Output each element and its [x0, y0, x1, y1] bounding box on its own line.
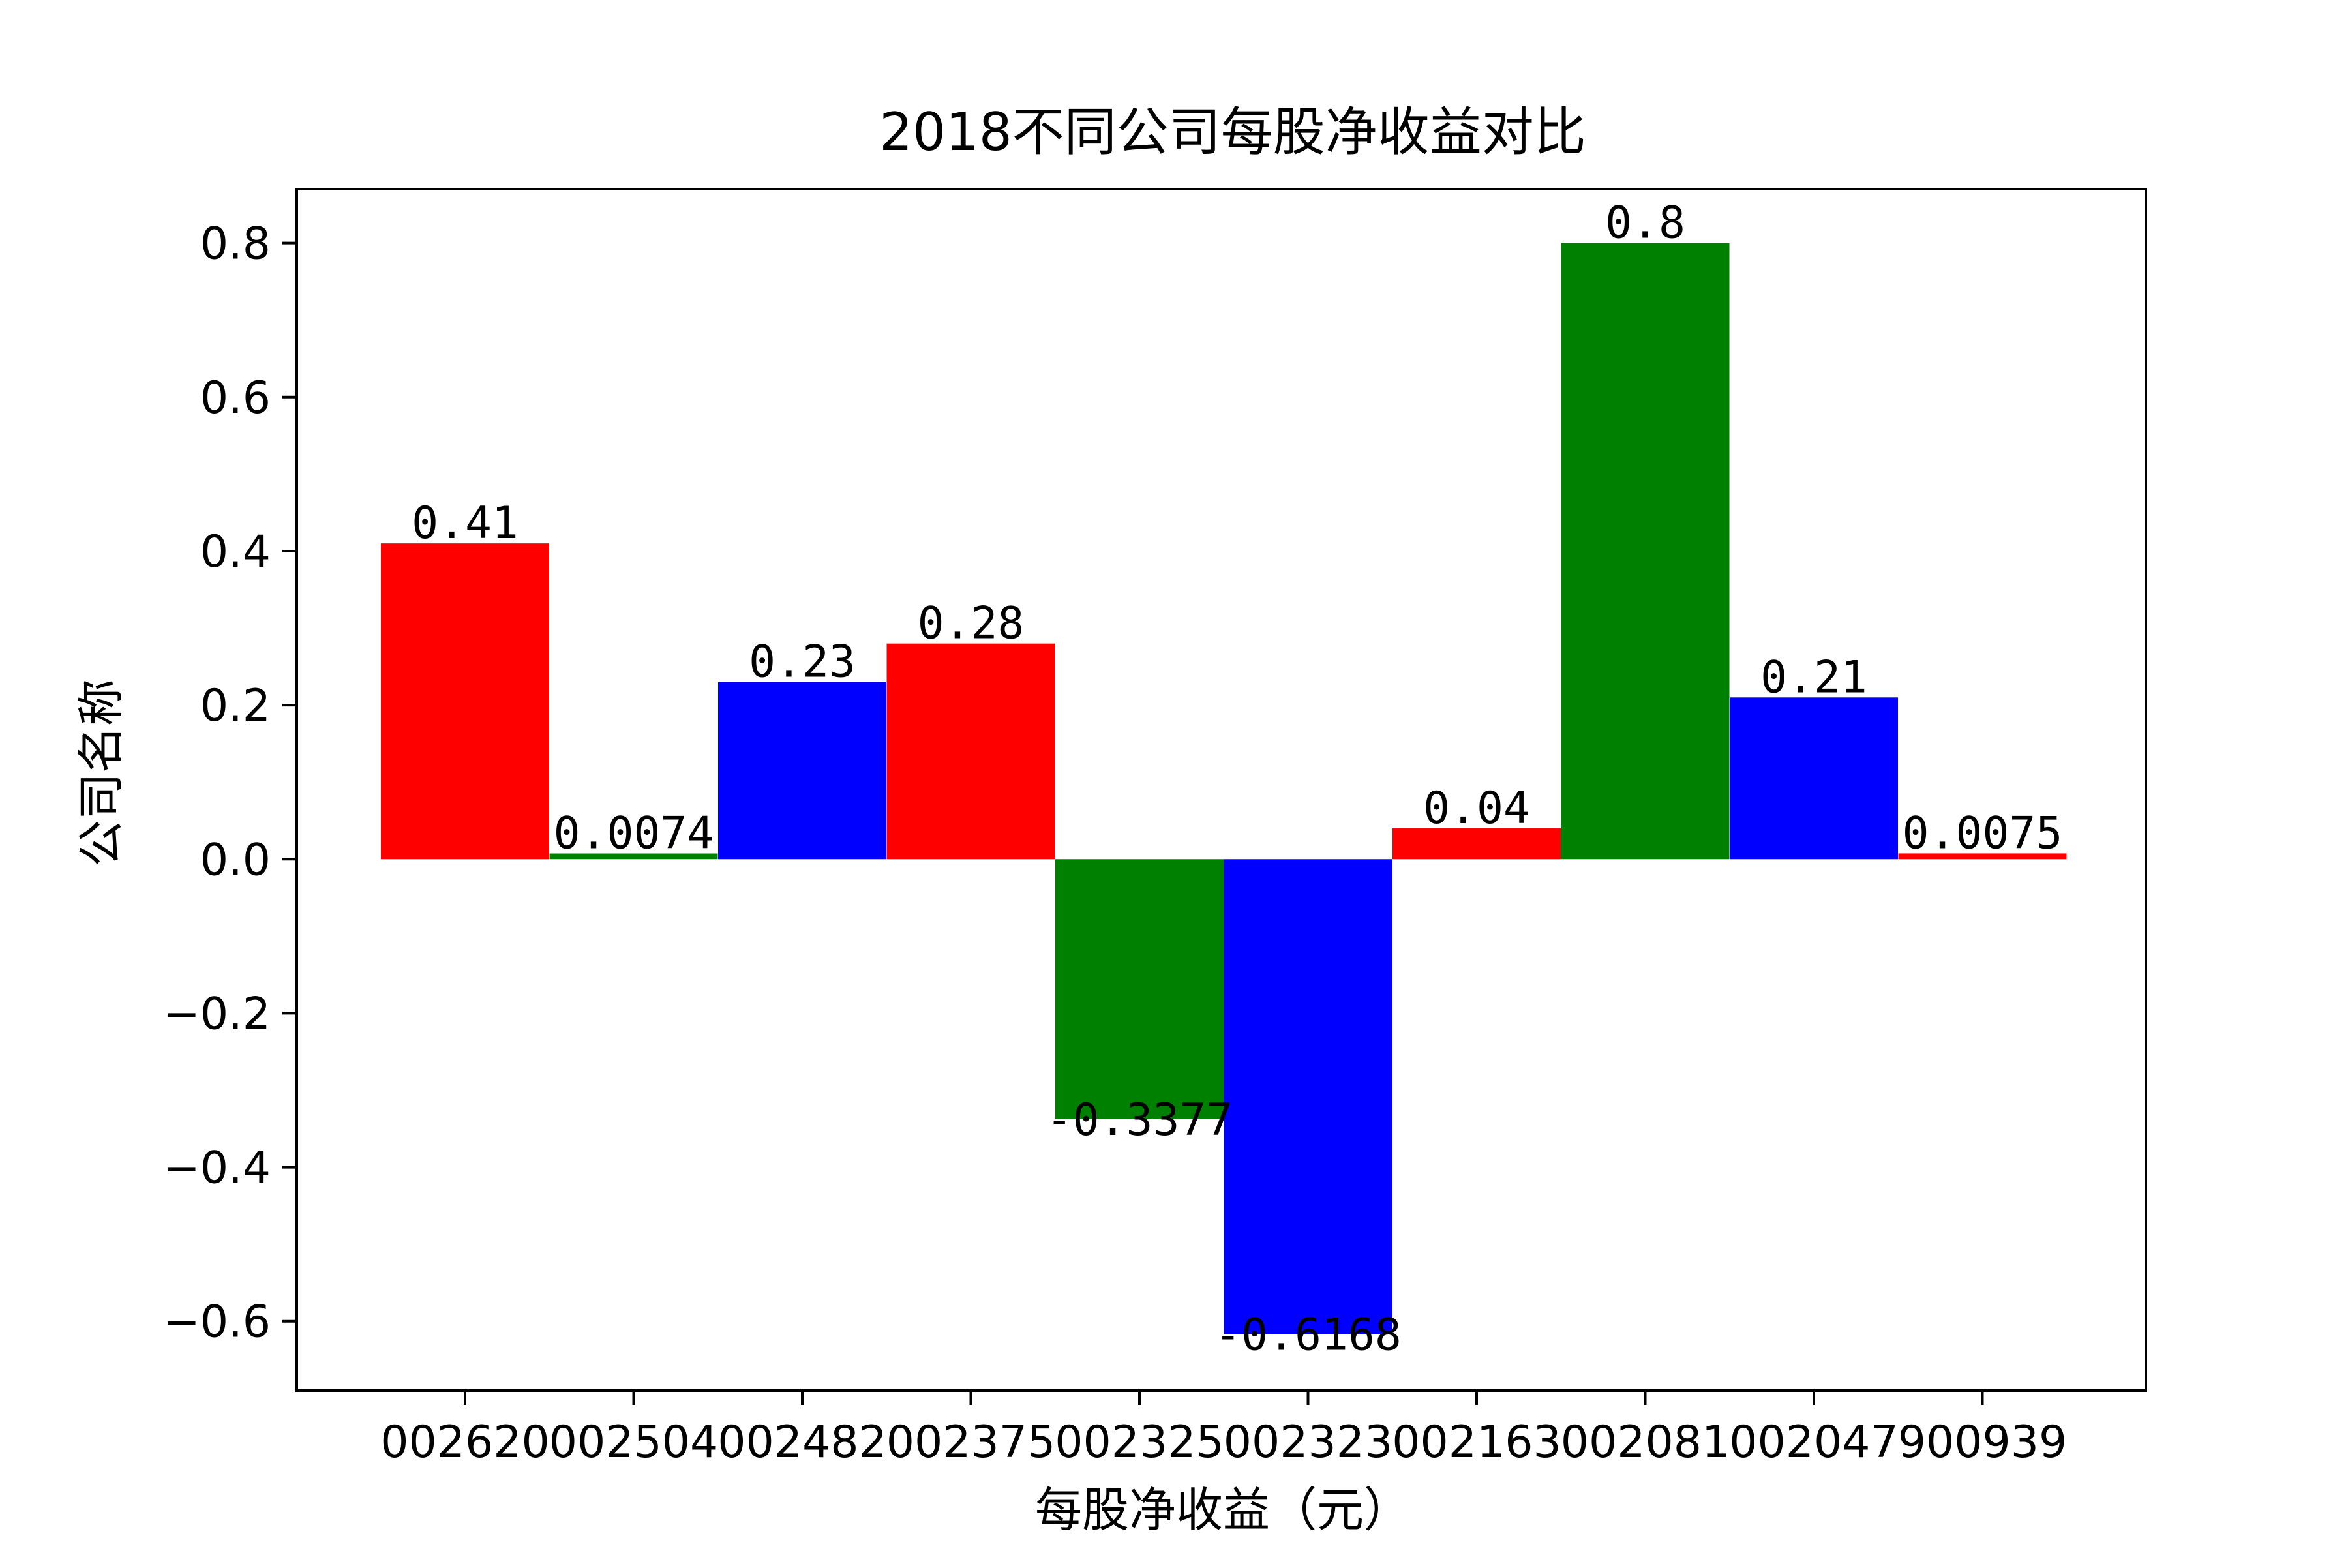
chart-title: 2018不同公司每股净收益对比 — [879, 102, 1586, 162]
bar-002047 — [1730, 697, 1898, 860]
x-tick-label-002047: 002047 — [1729, 1417, 1899, 1468]
bar-002325 — [1055, 859, 1224, 1120]
bar-002375 — [886, 643, 1055, 860]
bars-layer — [381, 243, 2067, 1334]
x-tick-label-002375: 002375 — [886, 1417, 1056, 1468]
x-tick-label-002504: 002504 — [549, 1417, 719, 1468]
value-label-002620: 0.41 — [412, 498, 519, 549]
value-label-002325: -0.3377 — [1046, 1094, 1233, 1146]
x-tick-label-002163: 002163 — [1392, 1417, 1561, 1468]
plot-frame — [295, 188, 2147, 1392]
bar-002620 — [381, 543, 549, 860]
bar-002504 — [549, 853, 718, 860]
value-label-900939: 0.0075 — [1903, 807, 2063, 859]
y-axis-label: 公司名称 — [74, 679, 128, 867]
x-tick-label-002325: 002325 — [1055, 1417, 1224, 1468]
value-labels-layer: 0.41 0.0074 0.23 0.28 -0.3377 -0.6168 0.04 0.8 0… — [412, 198, 2062, 1361]
value-label-002081: 0.8 — [1605, 198, 1685, 249]
x-tick-label-002482: 002482 — [717, 1417, 887, 1468]
x-tick-label-900939: 900939 — [1898, 1417, 2068, 1468]
bar-002482 — [718, 682, 886, 860]
value-label-002047: 0.21 — [1760, 652, 1867, 703]
value-label-002482: 0.23 — [749, 637, 856, 688]
value-label-002504: 0.0074 — [554, 808, 714, 860]
bar-900939 — [1898, 853, 2067, 860]
y-tick-label: 0.0 — [200, 834, 271, 886]
value-label-002323: -0.6168 — [1214, 1310, 1402, 1361]
x-tick-label-002620: 002620 — [380, 1417, 550, 1468]
y-tick-label: −0.4 — [163, 1143, 271, 1194]
x-tick-label-002323: 002323 — [1224, 1417, 1393, 1468]
y-axis: −0.6 −0.4 −0.2 0.0 0.2 0.4 0.6 0.8 — [163, 219, 297, 1348]
value-label-002375: 0.28 — [918, 598, 1025, 650]
y-tick-label: −0.6 — [163, 1297, 271, 1348]
bar-002323 — [1224, 859, 1392, 1334]
y-tick-label: 0.6 — [200, 372, 271, 424]
x-axis-label: 每股净收益（元） — [1035, 1483, 1411, 1537]
bar-002163 — [1392, 828, 1561, 860]
y-tick-label: 0.2 — [200, 680, 271, 732]
y-tick-label: 0.8 — [200, 219, 271, 270]
y-tick-label: 0.4 — [200, 526, 271, 578]
bar-002081 — [1561, 243, 1730, 860]
y-tick-label: −0.2 — [163, 988, 271, 1040]
value-label-002163: 0.04 — [1423, 783, 1530, 834]
x-tick-label-002081: 002081 — [1561, 1417, 1730, 1468]
x-axis: 0026200025040024820023750023250023230021… — [380, 1391, 2067, 1468]
